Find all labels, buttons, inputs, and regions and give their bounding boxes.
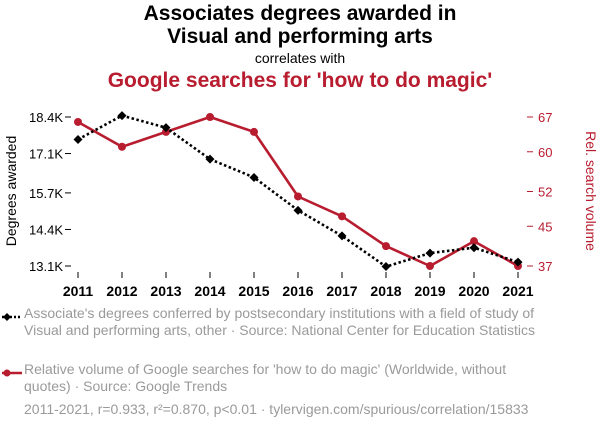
data-point-searches (382, 242, 390, 251)
correlates-with-label: correlates with (254, 50, 346, 66)
right-axis-tick-label: 52 (538, 185, 552, 200)
data-point-searches (426, 262, 434, 270)
right-axis-label: Rel. search volume (583, 131, 599, 251)
data-point-searches (118, 142, 126, 151)
data-point-degrees (293, 205, 303, 215)
data-point-searches (250, 127, 258, 136)
chart-title-line-1: Associates degrees awarded in (143, 2, 457, 25)
data-point-degrees (73, 134, 83, 144)
left-axis-tick-label: 17.1K (29, 147, 63, 162)
x-axis-tick-label: 2012 (106, 283, 137, 299)
right-axis-tick-label: 67 (538, 110, 552, 125)
data-point-degrees (161, 123, 171, 133)
x-axis-tick-label: 2020 (458, 283, 489, 299)
x-axis-tick-label: 2015 (238, 283, 269, 299)
data-point-degrees (513, 257, 523, 267)
x-axis-tick-label: 2011 (63, 283, 94, 299)
left-axis-tick-label: 13.1K (29, 259, 63, 274)
right-axis-tick-label: 60 (538, 145, 552, 160)
legend-text-series-1: Associate's degrees conferred by postsec… (24, 305, 535, 338)
left-axis-label: Degrees awarded (3, 136, 19, 247)
right-axis-tick-label: 37 (538, 259, 552, 274)
chart-title-line-2: Visual and performing arts (167, 25, 433, 48)
chart-area: 13.1K 14.4K 15.7K 17.1K 18.4K 37 45 52 60 67 201… (3, 110, 599, 299)
legend-marker-diamond-icon (2, 313, 22, 321)
x-axis-tick-label: 2013 (150, 283, 181, 299)
legend-marker-circle-icon (2, 369, 22, 377)
data-point-degrees (117, 111, 127, 121)
data-point-degrees (381, 262, 391, 272)
x-axis-tick-label: 2014 (194, 283, 225, 299)
x-axis-tick-label: 2017 (326, 283, 357, 299)
x-axis-tick-label: 2021 (502, 283, 533, 299)
data-point-degrees (425, 248, 435, 258)
x-axis-tick-label: 2018 (370, 283, 401, 299)
data-point-degrees (337, 231, 347, 241)
data-point-degrees (249, 172, 259, 182)
left-axis-tick-label: 14.4K (29, 222, 63, 237)
data-point-searches (206, 113, 214, 121)
data-point-searches (74, 117, 82, 126)
left-axis-tick-label: 15.7K (29, 186, 63, 201)
data-point-searches (338, 212, 346, 221)
series-line-searches (77, 115, 519, 268)
left-axis-tick-label: 18.4K (29, 110, 63, 125)
data-point-searches (470, 237, 478, 246)
data-point-degrees (205, 154, 215, 164)
footer-stats: 2011-2021, r=0.933, r²=0.870, p<0.01 · t… (24, 401, 529, 417)
legend-text-series-2: Relative volume of Google searches for '… (24, 361, 507, 394)
x-axis-tick-label: 2016 (282, 283, 313, 299)
data-point-searches (294, 192, 302, 201)
chart-title-line-3: Google searches for 'how to do magic' (107, 69, 493, 92)
right-axis-tick-label: 45 (538, 219, 552, 234)
data-point-degrees (469, 243, 479, 253)
x-axis-tick-label: 2019 (414, 283, 445, 299)
